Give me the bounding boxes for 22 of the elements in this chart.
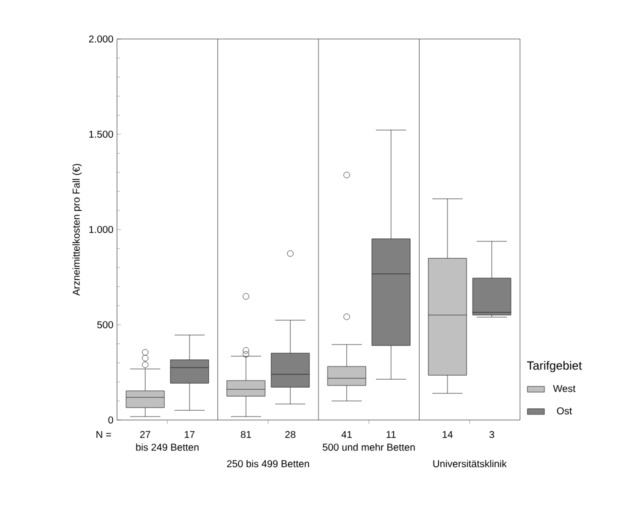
y-tick-label: 1.000 [89,226,114,234]
text: 14 [442,431,453,438]
legend-label: Ost [557,407,572,414]
x-tick-label: 250 bis 499 Betten [227,460,310,468]
x-tick-label: 500 und mehr Betten [322,443,415,451]
text: 11 [386,431,396,438]
y-tick-label: 0 [108,416,114,424]
y-tick-label: 500 [97,321,114,328]
x-tick-label: Universitätsklinik [433,460,507,468]
text: 41 [341,431,352,438]
text: 28 [285,430,296,438]
text: 81 [240,430,252,438]
x-tick-label: bis 249 Betten [136,443,199,451]
text: 3 [489,430,494,438]
text: 27 [140,430,150,438]
text: 17 [184,431,195,438]
y-tick-label: 1.500 [89,130,114,138]
legend-title: Tarifgebiet [527,360,582,372]
y-tick-label: 2.000 [89,35,114,43]
y-axis-title: Arzneimittelkosten pro Fall (€) [72,164,82,296]
legend-label: West [553,385,576,392]
text: N = [96,431,111,438]
